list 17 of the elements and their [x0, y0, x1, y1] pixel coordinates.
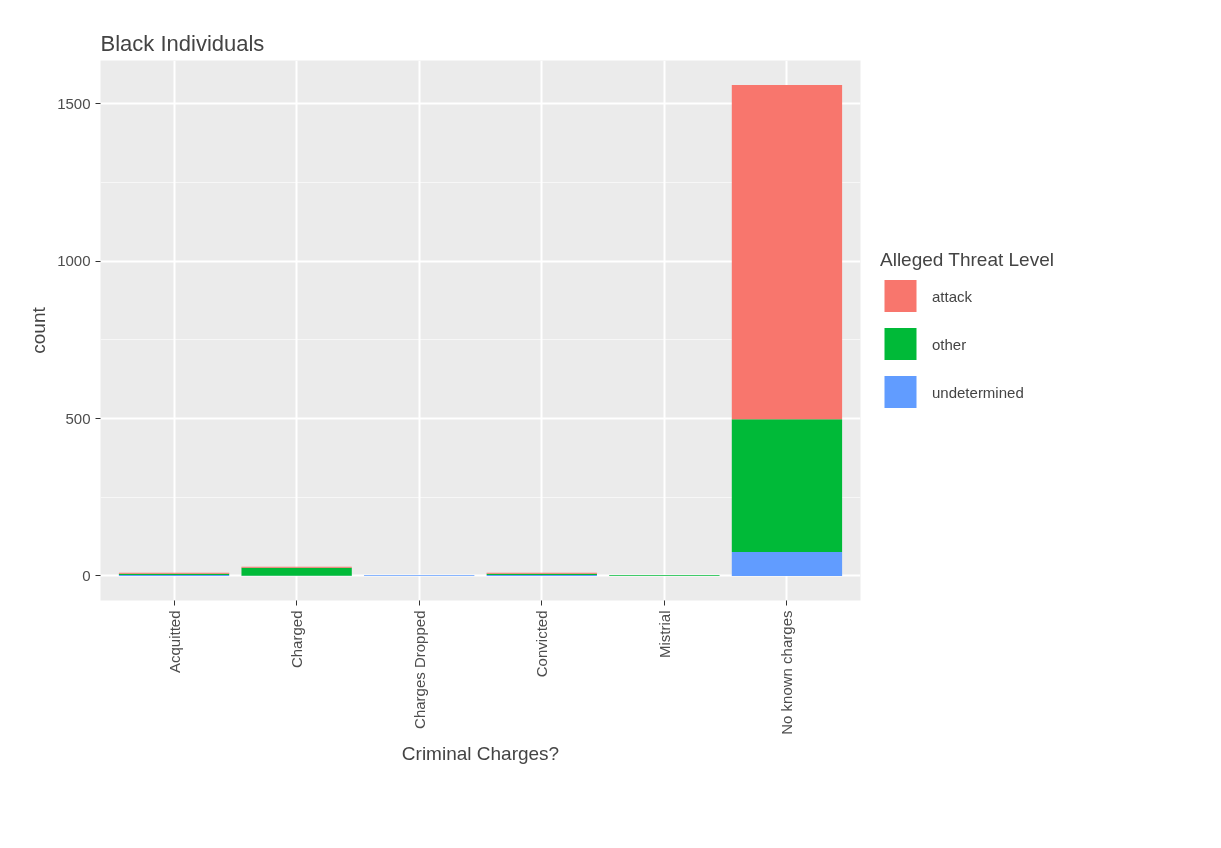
legend-label: attack	[932, 287, 973, 304]
x-tick-label: Convicted	[533, 610, 551, 678]
x-tick-label: No known charges	[778, 610, 796, 735]
y-tick-label: 1500	[57, 94, 91, 112]
y-tick-label: 500	[65, 409, 91, 427]
legend-title: Alleged Threat Level	[880, 248, 1054, 271]
x-tick-label: Acquitted	[165, 610, 183, 674]
x-tick-label: Charged	[288, 610, 306, 669]
y-tick-label: 1000	[57, 252, 91, 270]
legend-label: other	[932, 335, 967, 352]
y-tick-label: 0	[82, 566, 91, 584]
x-axis-title: Criminal Charges?	[401, 742, 560, 764]
legend-label: undetermined	[932, 383, 1024, 400]
y-axis-title: count	[28, 306, 50, 354]
x-tick-label: Charges Dropped	[410, 610, 428, 729]
x-tick-label: Mistrial	[655, 610, 673, 658]
chart-title: Black Individuals	[100, 30, 265, 56]
